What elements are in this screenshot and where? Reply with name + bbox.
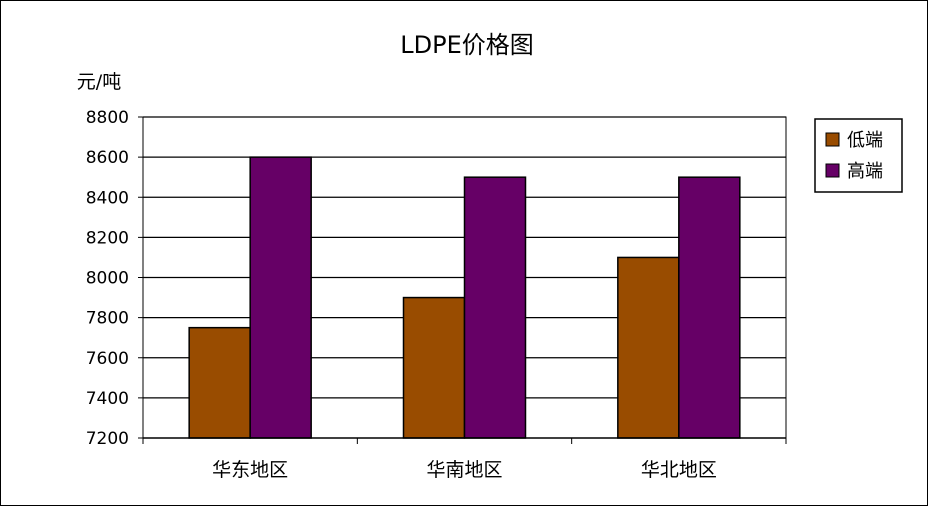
axes [138, 116, 787, 444]
y-axis-unit-label: 元/吨 [77, 71, 121, 93]
y-tick-label: 8800 [86, 108, 129, 128]
bar-high-0 [249, 156, 312, 439]
y-tick-label: 7600 [86, 349, 129, 369]
bar-low-0 [188, 326, 251, 439]
y-tick-label: 8000 [86, 269, 129, 289]
legend-swatch [825, 132, 840, 147]
legend-swatch [825, 163, 840, 178]
x-category-label: 华东地区 [212, 459, 288, 481]
y-tick-label: 8400 [86, 188, 129, 208]
chart-title: LDPE价格图 [400, 31, 534, 59]
bar-high-1 [463, 176, 527, 439]
x-category-label: 华北地区 [641, 459, 717, 481]
bars-group [188, 156, 741, 439]
bar-high-2 [678, 176, 741, 439]
y-tick-label: 7400 [86, 389, 129, 409]
legend-box [814, 118, 903, 193]
bar-low-1 [402, 296, 466, 439]
y-tick-label: 7200 [86, 429, 129, 449]
y-tick-label: 8200 [86, 228, 129, 248]
y-tick-label: 8600 [86, 148, 129, 168]
y-tick-label: 7800 [86, 309, 129, 329]
y-tick-labels: 7200 7400 7600 7800 8000 8200 8400 8600 8800 [86, 108, 129, 449]
bar-low-2 [617, 256, 680, 439]
x-category-labels: 华东地区 华南地区 华北地区 [212, 459, 717, 481]
legend-label: 低端 [847, 130, 883, 151]
legend-label: 高端 [847, 161, 883, 182]
x-category-label: 华南地区 [426, 459, 502, 481]
